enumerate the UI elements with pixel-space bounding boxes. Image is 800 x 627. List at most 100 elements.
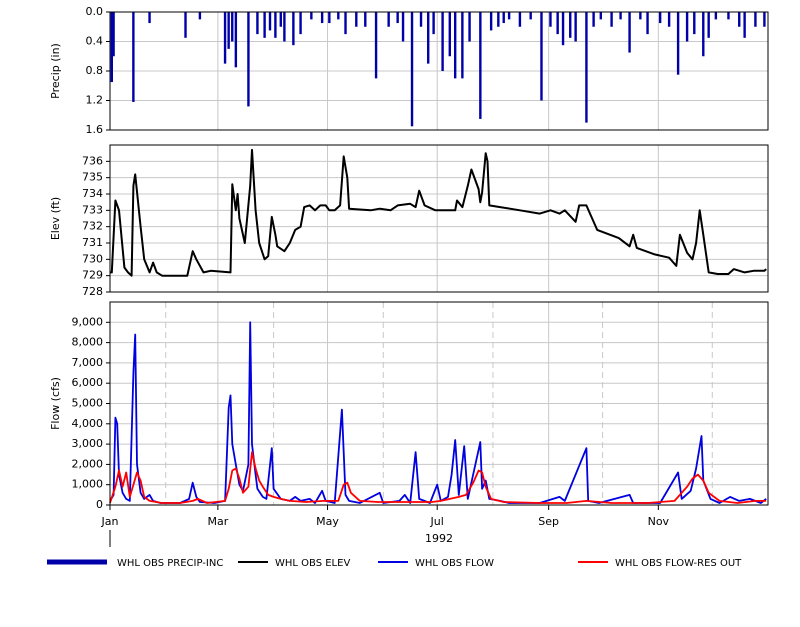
y-tick-label: 0.0	[86, 5, 104, 18]
legend-label: WHL OBS ELEV	[275, 558, 350, 569]
y-tick-label: 1.2	[86, 94, 104, 107]
legend-label: WHL OBS FLOW	[415, 558, 494, 569]
y-tick-label: 728	[82, 285, 103, 298]
bar	[401, 12, 405, 42]
y-axis-label: Elev (ft)	[49, 197, 62, 240]
bar	[419, 12, 423, 27]
y-tick-label: 5,000	[72, 397, 104, 410]
x-tick-label: Mar	[207, 515, 228, 528]
bar	[279, 12, 282, 27]
series-line	[109, 451, 767, 504]
bar	[693, 12, 696, 35]
bar	[184, 12, 187, 38]
bar	[198, 12, 202, 20]
legend-label: WHL OBS FLOW-RES OUT	[615, 558, 742, 569]
bar	[763, 12, 766, 27]
bar	[639, 12, 642, 20]
bar	[410, 12, 414, 127]
bar	[427, 12, 430, 64]
bar	[479, 12, 482, 119]
bar	[702, 12, 705, 57]
bar	[223, 12, 227, 64]
x-axis-label: 1992	[425, 532, 453, 545]
bar	[268, 12, 272, 31]
legend-label: WHL OBS PRECIP-INC	[117, 558, 223, 569]
bar	[112, 12, 115, 57]
y-axis-label: Flow (cfs)	[49, 377, 62, 430]
y-tick-label: 6,000	[72, 376, 104, 389]
y-tick-label: 734	[82, 187, 103, 200]
y-tick-label: 7,000	[72, 356, 104, 369]
y-axis-label: Precip (in)	[49, 43, 62, 99]
bar	[328, 12, 331, 24]
bar	[610, 12, 613, 27]
bar	[247, 12, 250, 107]
bar	[518, 12, 522, 27]
bar	[299, 12, 302, 35]
y-tick-label: 1,000	[72, 478, 104, 491]
bar	[310, 12, 313, 20]
bar	[337, 12, 340, 20]
bar	[263, 12, 266, 38]
bar	[355, 12, 358, 27]
bar	[667, 12, 671, 27]
y-tick-label: 4,000	[72, 417, 104, 430]
y-tick-label: 735	[82, 171, 103, 184]
bar	[234, 12, 238, 68]
plot-frame	[109, 301, 769, 506]
bar	[292, 12, 295, 46]
y-tick-label: 0	[96, 498, 103, 511]
bar	[592, 12, 595, 27]
bar	[227, 12, 230, 49]
bar	[738, 12, 741, 27]
bar	[628, 12, 631, 53]
bar	[685, 12, 689, 42]
x-tick-label: Sep	[538, 515, 559, 528]
bar	[585, 12, 588, 123]
bar	[714, 12, 718, 20]
bar	[374, 12, 378, 79]
y-tick-label: 730	[82, 252, 103, 265]
x-tick-label: Nov	[648, 515, 670, 528]
bar	[646, 12, 649, 35]
bar	[489, 12, 493, 31]
bar	[743, 12, 746, 38]
bar	[461, 12, 464, 79]
bar	[256, 12, 259, 35]
bar	[540, 12, 543, 101]
y-tick-label: 732	[82, 220, 103, 233]
bar	[344, 12, 347, 35]
bar	[599, 12, 603, 20]
y-tick-label: 1.6	[86, 123, 104, 136]
y-tick-label: 0.4	[86, 35, 104, 48]
bar	[283, 12, 286, 42]
y-tick-label: 731	[82, 236, 103, 249]
bar	[502, 12, 505, 24]
bar	[561, 12, 565, 46]
y-tick-label: 0.8	[86, 64, 104, 77]
bar	[110, 12, 113, 83]
x-tick-label: Jul	[430, 515, 444, 528]
bar	[754, 12, 757, 27]
bar	[507, 12, 511, 20]
plot-frame	[109, 144, 769, 293]
bar	[396, 12, 399, 24]
bar	[132, 12, 135, 102]
y-tick-label: 8,000	[72, 336, 104, 349]
bar	[448, 12, 451, 57]
bar	[676, 12, 680, 75]
x-tick-label: May	[316, 515, 339, 528]
bar	[574, 12, 577, 42]
plot-frame	[109, 11, 769, 131]
bar	[658, 12, 662, 24]
plot-area	[110, 145, 768, 292]
y-tick-label: 729	[82, 269, 103, 282]
bar	[549, 12, 552, 27]
bar	[231, 12, 234, 42]
x-tick-label: Jan	[101, 515, 119, 528]
bar	[387, 12, 390, 27]
series-line	[110, 148, 767, 277]
y-tick-label: 2,000	[72, 457, 104, 470]
bar	[727, 12, 730, 20]
bar	[453, 12, 457, 79]
